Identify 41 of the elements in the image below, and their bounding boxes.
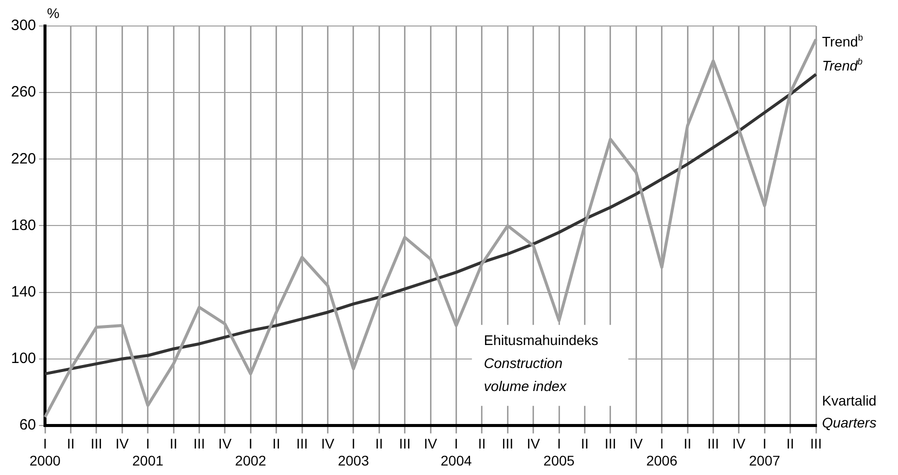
x-tick-label: III: [296, 436, 308, 452]
x-tick-label: IV: [218, 436, 232, 452]
x-tick-label: I 2002: [235, 436, 266, 468]
x-axis-title: Kvartalid Quarters: [822, 392, 876, 430]
x-tick-label: II: [170, 436, 178, 452]
y-tick-label: 220: [10, 150, 36, 168]
x-tick-label: II: [272, 436, 280, 452]
x-tick-label: I 2004: [440, 436, 472, 468]
x-tick-label: IV: [424, 436, 438, 452]
y-tick-label: 100: [10, 350, 36, 367]
x-tick-label: IV: [732, 436, 746, 452]
x-tick-label: III: [707, 436, 720, 452]
x-tick-label: III: [810, 436, 822, 452]
x-tick-label: III: [604, 436, 616, 452]
x-tick-label: I 2007: [749, 436, 780, 468]
x-tick-label: II: [580, 436, 589, 452]
x-tick-label: II: [478, 436, 486, 452]
x-tick-label: III: [502, 436, 514, 452]
series-label: Ehitusmahuindeks Construction volume index: [484, 332, 598, 394]
x-tick-label: I 2005: [543, 436, 575, 468]
x-tick-label: II: [66, 436, 75, 452]
x-tick-label: IV: [116, 436, 130, 452]
x-tick-label: IV: [526, 436, 541, 452]
x-tick-label: III: [193, 436, 206, 452]
x-tick-label: II: [684, 436, 692, 452]
x-tick-label: I 2003: [338, 436, 370, 468]
x-tick-label: III: [90, 436, 102, 452]
y-axis-title: %: [47, 5, 60, 21]
x-tick-label: IV: [629, 436, 644, 452]
x-tick-label: III: [398, 436, 411, 452]
y-tick-label: 300: [10, 17, 36, 34]
x-tick-label: I 2001: [132, 436, 164, 468]
x-tick-label: I 2006: [646, 436, 678, 468]
y-tick-label: 260: [10, 84, 36, 101]
y-tick-label: 180: [10, 216, 36, 234]
y-tick-label: 140: [10, 283, 36, 300]
x-tick-label: II: [375, 436, 384, 452]
y-tick-label: 60: [19, 416, 36, 434]
x-tick-label: IV: [321, 436, 335, 452]
x-tick-label: I 2000: [29, 436, 61, 468]
x-tick-label: II: [786, 436, 794, 452]
